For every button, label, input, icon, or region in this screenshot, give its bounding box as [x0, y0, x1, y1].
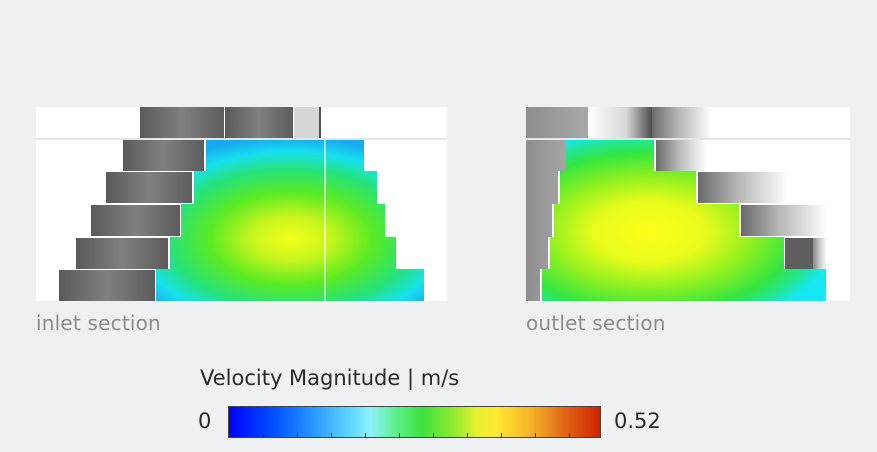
- inlet-contour-graphic: [36, 107, 447, 301]
- inlet-wall-block: [140, 107, 224, 138]
- inlet-wall-block: [294, 107, 320, 138]
- outlet-step-block: [813, 238, 827, 269]
- colorbar-tick: [399, 433, 400, 437]
- outlet-step-block: [698, 172, 788, 203]
- inlet-step-block: [91, 205, 180, 236]
- colorbar-tick: [535, 433, 536, 437]
- inlet-step-block: [106, 172, 192, 203]
- colorbar-min-label: 0: [198, 409, 212, 433]
- outlet-wall-block: [652, 107, 712, 138]
- outlet-contour-graphic: [526, 107, 850, 301]
- inlet-contour-plot: [36, 107, 447, 301]
- outlet-step-block: [741, 205, 827, 236]
- colorbar-tick: [297, 433, 298, 437]
- colorbar-tick: [501, 433, 502, 437]
- colorbar-tick: [433, 433, 434, 437]
- outlet-left-wall: [526, 140, 570, 301]
- inlet-wall-block: [225, 107, 293, 138]
- colorbar-tick: [365, 433, 366, 437]
- velocity-colorbar: [228, 406, 601, 438]
- colorbar-max-label: 0.52: [614, 409, 661, 433]
- inlet-step-block: [76, 238, 168, 269]
- inlet-wall-edge: [319, 107, 321, 138]
- outlet-step-block: [656, 140, 706, 171]
- outlet-step-block: [785, 238, 813, 269]
- inlet-section-label: inlet section: [36, 311, 161, 335]
- colorbar-tick: [569, 433, 570, 437]
- outlet-top-divider: [526, 138, 850, 140]
- outlet-section-label: outlet section: [526, 311, 666, 335]
- inlet-step-block: [123, 140, 204, 171]
- outlet-wall-block: [588, 107, 652, 138]
- colorbar-title: Velocity Magnitude | m/s: [200, 366, 460, 390]
- colorbar-tick: [467, 433, 468, 437]
- outlet-wall-block: [526, 107, 588, 138]
- inlet-step-block: [59, 270, 155, 301]
- colorbar-tick: [331, 433, 332, 437]
- outlet-contour-plot: [526, 107, 850, 301]
- inlet-top-divider: [36, 138, 447, 140]
- colorbar-tick: [263, 433, 264, 437]
